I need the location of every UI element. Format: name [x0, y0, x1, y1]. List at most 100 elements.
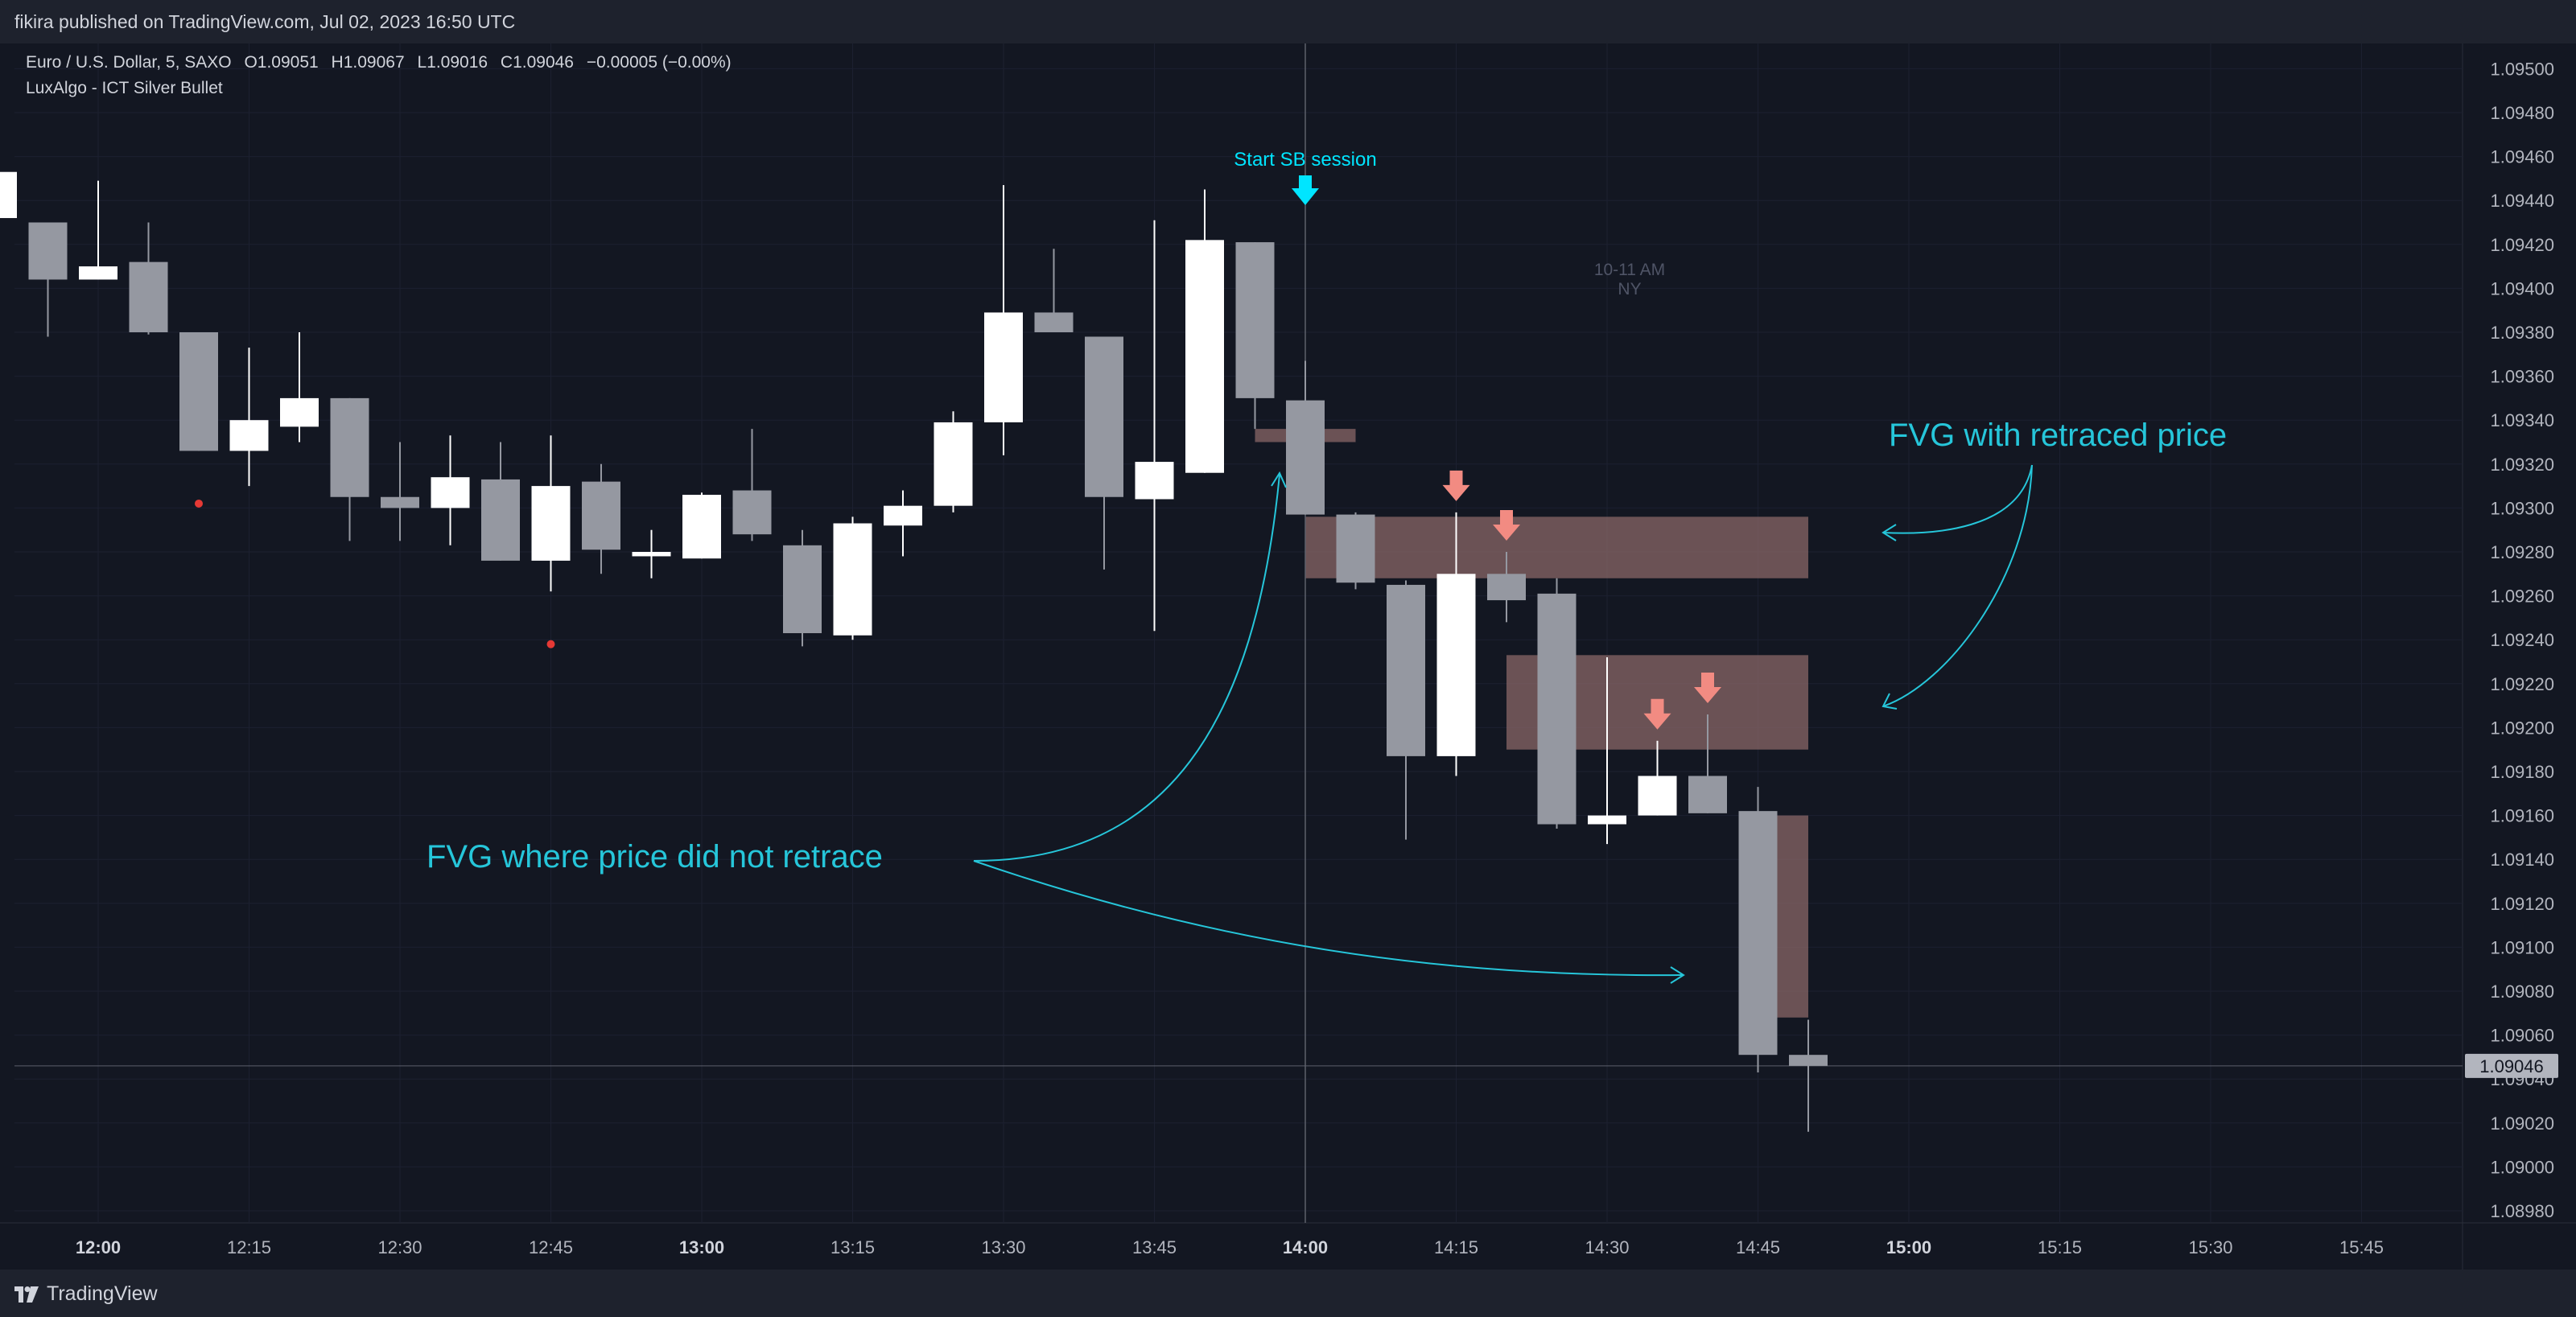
time-tick-label: 12:00 — [76, 1237, 121, 1257]
indicator-name[interactable]: LuxAlgo - ICT Silver Bullet — [26, 79, 223, 97]
candle-body — [1688, 776, 1727, 813]
candle-body — [1537, 593, 1577, 825]
price-tick-label: 1.09340 — [2490, 410, 2554, 430]
price-tick-label: 1.09500 — [2490, 59, 2554, 79]
time-tick-label: 13:00 — [679, 1237, 724, 1257]
price-change: −0.00005 (−0.00%) — [586, 53, 732, 72]
candle-body — [984, 312, 1023, 422]
price-tick-label: 1.09480 — [2490, 103, 2554, 123]
last-price-tag — [2465, 1053, 2558, 1078]
symbol-name[interactable]: Euro / U.S. Dollar, 5, SAXO — [26, 53, 232, 72]
price-tick-label: 1.09460 — [2490, 147, 2554, 167]
ohlc-close: C1.09046 — [500, 53, 574, 72]
session-window-sublabel: NY — [1618, 280, 1641, 298]
price-tick-label: 1.09020 — [2490, 1113, 2554, 1134]
session-window-label: 10-11 AM — [1594, 261, 1665, 279]
candle-body — [1085, 336, 1123, 497]
price-tick-label: 1.09060 — [2490, 1026, 2554, 1046]
candle-body — [1336, 514, 1375, 583]
candle-body — [1487, 574, 1526, 601]
time-tick-label: 12:45 — [529, 1237, 573, 1257]
publish-header: fikira published on TradingView.com, Jul… — [0, 0, 2576, 43]
price-tick-label: 1.09080 — [2490, 982, 2554, 1002]
annotation-curve-to-box — [973, 474, 1280, 862]
candle-body — [1286, 400, 1325, 515]
ohlc-high: H1.09067 — [331, 53, 405, 72]
ohlc-low: L1.09016 — [417, 53, 488, 72]
time-tick-label: 15:00 — [1886, 1237, 1931, 1257]
price-tick-label: 1.08980 — [2490, 1201, 2554, 1221]
chart-grid — [0, 43, 2576, 1270]
price-tick-label: 1.09360 — [2490, 367, 2554, 387]
ohlc-open: O1.09051 — [244, 53, 319, 72]
price-tick-label: 1.09420 — [2490, 235, 2554, 255]
candle-body — [28, 222, 68, 280]
tradingview-logo[interactable]: TradingView — [14, 1282, 158, 1306]
candle-body — [481, 479, 520, 561]
candle-body — [1738, 811, 1778, 1056]
bear-arrow-icon — [1493, 510, 1520, 541]
candle-body — [1789, 1055, 1828, 1066]
candle-body — [1235, 242, 1275, 398]
signal-arrows — [1442, 470, 1721, 730]
time-axis[interactable]: 12:00 12:15 12:30 12:45 13:00 13:15 13:30 13:45… — [76, 1237, 2384, 1257]
price-tick-label: 1.09400 — [2490, 278, 2554, 298]
annotation-arrowhead-lower — [1882, 693, 1898, 710]
candle-body — [833, 523, 872, 636]
price-tick-label: 1.09380 — [2490, 323, 2554, 343]
time-tick-label: 15:30 — [2188, 1237, 2232, 1257]
session-start-arrow-icon — [1292, 175, 1319, 205]
candle-body — [1135, 462, 1174, 500]
annotation-curve-to-fvg — [973, 860, 1683, 977]
candle-body — [1436, 574, 1476, 756]
annotations: FVG with retraced price FVG where price d… — [427, 418, 2227, 984]
candle-body — [129, 261, 168, 332]
candle-body — [0, 171, 17, 219]
candle-body — [381, 496, 419, 508]
candle-body — [1034, 312, 1074, 332]
price-axis[interactable]: 1.09500 1.09480 1.09460 1.09440 1.09420 1.094… — [2465, 59, 2558, 1221]
price-tick-label: 1.09220 — [2490, 674, 2554, 694]
candle-body — [732, 490, 772, 535]
footer-bar: TradingView — [0, 1270, 2576, 1317]
tradingview-logo-icon — [14, 1286, 39, 1303]
candle-body — [884, 505, 922, 526]
time-tick-label: 14:00 — [1283, 1237, 1328, 1257]
fvg-box — [1305, 517, 1808, 578]
price-tick-label: 1.09160 — [2490, 806, 2554, 826]
brand-name: TradingView — [47, 1282, 158, 1305]
signal-dots — [195, 499, 555, 648]
candle-body — [179, 332, 218, 451]
symbol-legend: Euro / U.S. Dollar, 5, SAXO O1.09051 H1.… — [26, 50, 732, 101]
candle-body — [280, 397, 319, 427]
candle-body — [229, 420, 269, 451]
time-tick-label: 14:15 — [1434, 1237, 1478, 1257]
price-tick-label: 1.09240 — [2490, 630, 2554, 650]
price-tick-label: 1.09280 — [2490, 542, 2554, 562]
annotation-curve-lower — [1882, 464, 2033, 707]
candle-body — [1588, 815, 1626, 825]
price-tick-label: 1.09260 — [2490, 586, 2554, 607]
candle-body — [330, 397, 369, 497]
candle-body — [431, 477, 470, 508]
candle-body — [1185, 240, 1224, 473]
time-tick-label: 13:15 — [831, 1237, 875, 1257]
candle-body — [1638, 776, 1677, 816]
price-tick-label: 1.09180 — [2490, 762, 2554, 782]
price-tick-label: 1.09440 — [2490, 191, 2554, 211]
time-tick-label: 14:45 — [1736, 1237, 1780, 1257]
candle-body — [783, 545, 822, 634]
price-tick-label: 1.09120 — [2490, 894, 2554, 914]
signal-dot — [195, 499, 203, 508]
time-tick-label: 12:15 — [227, 1237, 271, 1257]
time-tick-label: 15:45 — [2339, 1237, 2384, 1257]
time-tick-label: 13:45 — [1132, 1237, 1177, 1257]
annotation-retraced: FVG with retraced price — [1889, 418, 2227, 453]
price-tick-label: 1.09140 — [2490, 850, 2554, 870]
candle-body — [934, 422, 973, 506]
candle-body — [531, 486, 571, 561]
annotation-curve-upper — [1882, 464, 2033, 534]
time-tick-label: 14:30 — [1585, 1237, 1629, 1257]
